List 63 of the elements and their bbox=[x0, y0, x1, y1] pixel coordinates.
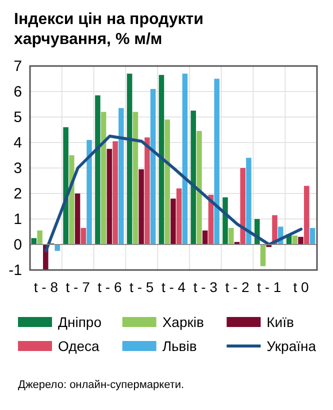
bar bbox=[106, 148, 112, 244]
bar bbox=[69, 155, 74, 244]
y-tick-label: -1 bbox=[8, 262, 22, 279]
line-series bbox=[44, 134, 303, 252]
bar bbox=[118, 108, 124, 244]
bar bbox=[202, 230, 208, 244]
y-tick-label: 4 bbox=[14, 134, 22, 152]
bar bbox=[292, 236, 298, 244]
bar bbox=[150, 88, 156, 244]
text: Джерело: онлайн-супермаркети. bbox=[18, 379, 184, 391]
bar bbox=[158, 74, 164, 244]
bar bbox=[182, 74, 188, 244]
legend-label: Київ bbox=[266, 314, 294, 330]
legend-label: Харків bbox=[162, 314, 204, 330]
x-tick-label: t 0 bbox=[293, 279, 310, 295]
bar bbox=[222, 197, 228, 244]
bar bbox=[31, 238, 37, 244]
bar bbox=[95, 95, 100, 244]
y-tick-label: 1 bbox=[14, 211, 22, 228]
bar bbox=[310, 228, 316, 244]
bar bbox=[170, 198, 176, 244]
y-tick-label: 3 bbox=[14, 160, 22, 177]
x-tick-label: t - 2 bbox=[225, 279, 250, 295]
x-tick-label: t - 1 bbox=[257, 279, 282, 295]
x-tick-label: t - 5 bbox=[130, 279, 154, 295]
y-tick-label: 5 bbox=[14, 109, 22, 126]
legend-label: Одеса bbox=[58, 338, 100, 354]
bar bbox=[176, 188, 182, 244]
bar bbox=[74, 194, 80, 244]
y-tick-label: 0 bbox=[14, 236, 22, 254]
bar bbox=[126, 74, 132, 244]
legend-label: Дніпро bbox=[58, 314, 102, 330]
bar bbox=[298, 236, 304, 244]
x-tick-label: t - 6 bbox=[98, 279, 122, 295]
bar bbox=[228, 228, 234, 244]
bar bbox=[86, 140, 92, 244]
x-tick-label: t - 3 bbox=[193, 279, 218, 295]
x-tick-label: t - 8 bbox=[34, 279, 58, 295]
chart-title: Індекси цін на продукти харчування, % м/м bbox=[14, 11, 204, 48]
bar bbox=[54, 244, 60, 251]
y-tick-label: 7 bbox=[14, 58, 22, 75]
bar bbox=[138, 169, 144, 244]
bar bbox=[100, 112, 106, 244]
bar bbox=[304, 186, 310, 244]
bar bbox=[132, 112, 138, 244]
bar bbox=[164, 120, 170, 244]
y-tick-label: 6 bbox=[14, 84, 22, 100]
bar bbox=[80, 228, 86, 244]
bar bbox=[196, 131, 202, 244]
bar bbox=[144, 137, 150, 244]
bar bbox=[112, 141, 118, 244]
bar bbox=[37, 230, 42, 244]
bar bbox=[63, 127, 68, 244]
bar bbox=[190, 110, 196, 244]
legend-label: Львів bbox=[162, 338, 197, 354]
x-tick-label: t - 4 bbox=[161, 279, 186, 295]
bar bbox=[260, 244, 266, 266]
y-tick-label: 2 bbox=[14, 186, 22, 202]
x-tick-label: t - 7 bbox=[66, 279, 90, 295]
bar bbox=[214, 78, 220, 244]
legend-label: Україна bbox=[266, 338, 316, 354]
bar bbox=[240, 168, 246, 244]
bar bbox=[246, 158, 252, 244]
